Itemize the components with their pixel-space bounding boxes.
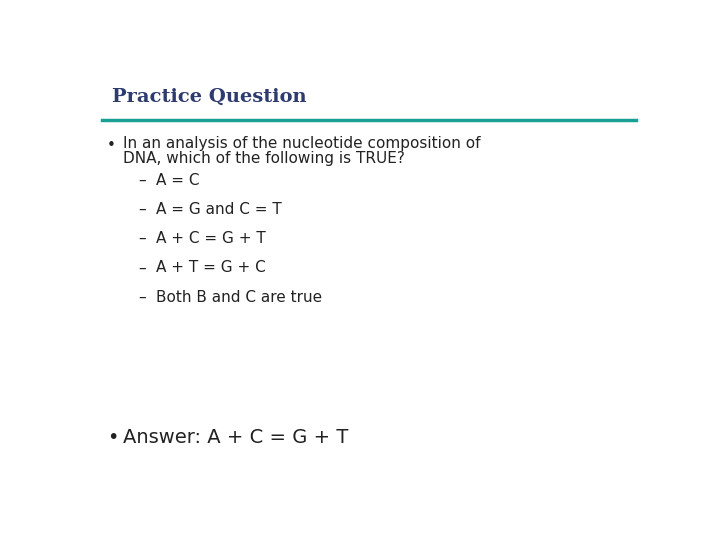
Text: •: • (107, 428, 118, 447)
Text: –: – (138, 202, 145, 217)
Text: A = C: A = C (156, 173, 199, 187)
Text: In an analysis of the nucleotide composition of: In an analysis of the nucleotide composi… (122, 137, 480, 151)
Text: –: – (138, 231, 145, 246)
Text: A + T = G + C: A + T = G + C (156, 260, 266, 275)
Text: –: – (138, 173, 145, 187)
Text: –: – (138, 289, 145, 305)
Text: DNA, which of the following is TRUE?: DNA, which of the following is TRUE? (122, 151, 405, 166)
Text: Both B and C are true: Both B and C are true (156, 289, 322, 305)
Text: –: – (138, 260, 145, 275)
Text: Practice Question: Practice Question (112, 88, 306, 106)
Text: A + C = G + T: A + C = G + T (156, 231, 266, 246)
Text: A = G and C = T: A = G and C = T (156, 202, 282, 217)
Text: Answer: A + C = G + T: Answer: A + C = G + T (122, 428, 348, 447)
Text: •: • (107, 138, 116, 153)
